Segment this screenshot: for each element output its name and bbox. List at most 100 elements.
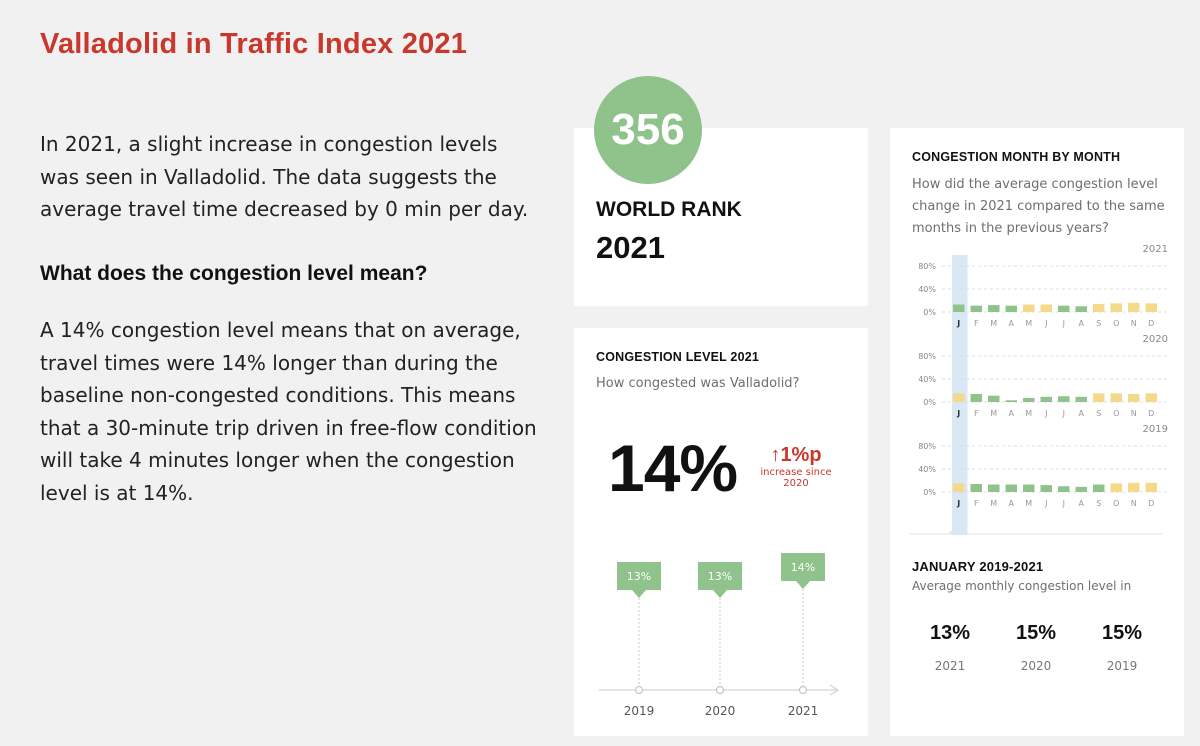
y-tick-label: 0% (923, 308, 936, 317)
month-label: N (1131, 499, 1137, 508)
page-title: Valladolid in Traffic Index 2021 (40, 28, 468, 60)
panel-year-label: 2021 (1143, 244, 1168, 255)
month-bar (1005, 305, 1017, 312)
congestion-level-value: 14% (608, 431, 738, 505)
month-label: O (1113, 409, 1119, 418)
month-label: F (974, 409, 979, 418)
month-bar (1128, 393, 1140, 402)
month-bar (970, 305, 982, 312)
january-item-2019: 15% 2019 (1077, 622, 1167, 673)
month-bar (988, 484, 1000, 492)
month-bar (1145, 303, 1157, 312)
january-pointer (948, 527, 962, 534)
month-bar (1093, 484, 1105, 492)
month-label: N (1131, 409, 1137, 418)
month-bar (1145, 482, 1157, 492)
month-bar (1093, 303, 1105, 312)
january-item-2021: 13% 2021 (905, 622, 995, 673)
month-bar (970, 483, 982, 492)
january-subtitle: Average monthly congestion level in (912, 579, 1132, 593)
month-bar (988, 305, 1000, 312)
rank-label: WORLD RANK (596, 198, 742, 221)
january-value: 13% (929, 622, 971, 644)
month-label: D (1148, 409, 1154, 418)
timeline-value-marker (781, 553, 825, 589)
month-bar (1040, 304, 1052, 312)
month-bar (1128, 482, 1140, 492)
january-year: 2019 (1106, 659, 1138, 673)
january-value: 15% (1101, 622, 1143, 644)
timeline-value-label: 13% (708, 570, 732, 583)
month-label: J (956, 499, 960, 508)
delta-note: increase since (760, 467, 832, 478)
month-bar (953, 304, 965, 312)
month-label: A (1009, 409, 1015, 418)
month-bar (1005, 400, 1017, 402)
y-tick-label: 80% (918, 352, 936, 361)
month-label: S (1096, 319, 1101, 328)
intro-paragraph: In 2021, a slight increase in congestion… (40, 132, 529, 221)
month-bar (1075, 486, 1087, 492)
month-label: F (974, 319, 979, 328)
month-label: J (1062, 409, 1065, 418)
timeline-value-label: 14% (791, 561, 815, 574)
month-label: S (1096, 499, 1101, 508)
month-label: M (990, 499, 997, 508)
timeline-year-label: 2019 (624, 704, 655, 718)
congestion-timeline-chart: 13% 2019 13% 2020 14% 2021 (599, 553, 839, 718)
january-item-2020: 15% 2020 (991, 622, 1081, 673)
month-label: J (1062, 319, 1065, 328)
y-tick-label: 80% (918, 262, 936, 271)
month-bar (1058, 486, 1070, 492)
month-bar (1023, 484, 1035, 492)
timeline-value-marker (617, 562, 661, 598)
month-label: M (990, 409, 997, 418)
timeline-year-label: 2020 (705, 704, 736, 718)
month-bar (1040, 396, 1052, 402)
timeline-value-marker (698, 562, 742, 598)
month-bar (1128, 302, 1140, 312)
rank-year: 2021 (596, 230, 665, 265)
month-bar (1023, 397, 1035, 402)
timeline-point (799, 686, 807, 694)
month-bar (1058, 396, 1070, 402)
month-label: A (1079, 499, 1085, 508)
month-label: D (1148, 499, 1154, 508)
month-label: F (974, 499, 979, 508)
congestion-delta: ↑1%p increase since 2020 (756, 444, 836, 489)
month-label: M (1025, 499, 1032, 508)
month-label: O (1113, 319, 1119, 328)
month-label: D (1148, 319, 1154, 328)
delta-value: ↑1%p (770, 444, 822, 466)
january-year: 2020 (1020, 659, 1052, 673)
timeline-point (635, 686, 643, 694)
month-bar (1075, 306, 1087, 312)
month-label: J (1044, 319, 1047, 328)
y-tick-label: 80% (918, 442, 936, 451)
timeline-value-label: 13% (627, 570, 651, 583)
explanation-paragraph: A 14% congestion level means that on ave… (40, 318, 537, 505)
month-label: J (1044, 409, 1047, 418)
month-label: M (1025, 409, 1032, 418)
month-bar (1110, 303, 1122, 312)
month-bar (970, 393, 982, 402)
month-by-month-card (890, 128, 1184, 736)
month-bar (1145, 393, 1157, 402)
y-tick-label: 0% (923, 398, 936, 407)
congestion-level-heading: CONGESTION LEVEL 2021 (596, 350, 760, 364)
month-label: J (956, 409, 960, 418)
month-label: J (1062, 499, 1065, 508)
month-bar (1058, 305, 1070, 312)
month-label: J (956, 319, 960, 328)
panel-year-label: 2019 (1143, 424, 1168, 435)
monthly-congestion-chart: 2021 80% 40% 0% J F M A M J J A S O N D 2020 80% 40% 0% J F M A… (910, 244, 1170, 535)
month-bar (988, 395, 1000, 402)
monthly-question-line-2: change in 2021 compared to the same (912, 199, 1165, 214)
month-bar (1005, 484, 1017, 492)
y-tick-label: 40% (918, 375, 936, 384)
delta-note-year: 2020 (783, 478, 809, 489)
month-label: M (990, 319, 997, 328)
month-bar (1110, 483, 1122, 492)
month-bar (1023, 304, 1035, 312)
rank-badge: 356 (594, 76, 702, 184)
